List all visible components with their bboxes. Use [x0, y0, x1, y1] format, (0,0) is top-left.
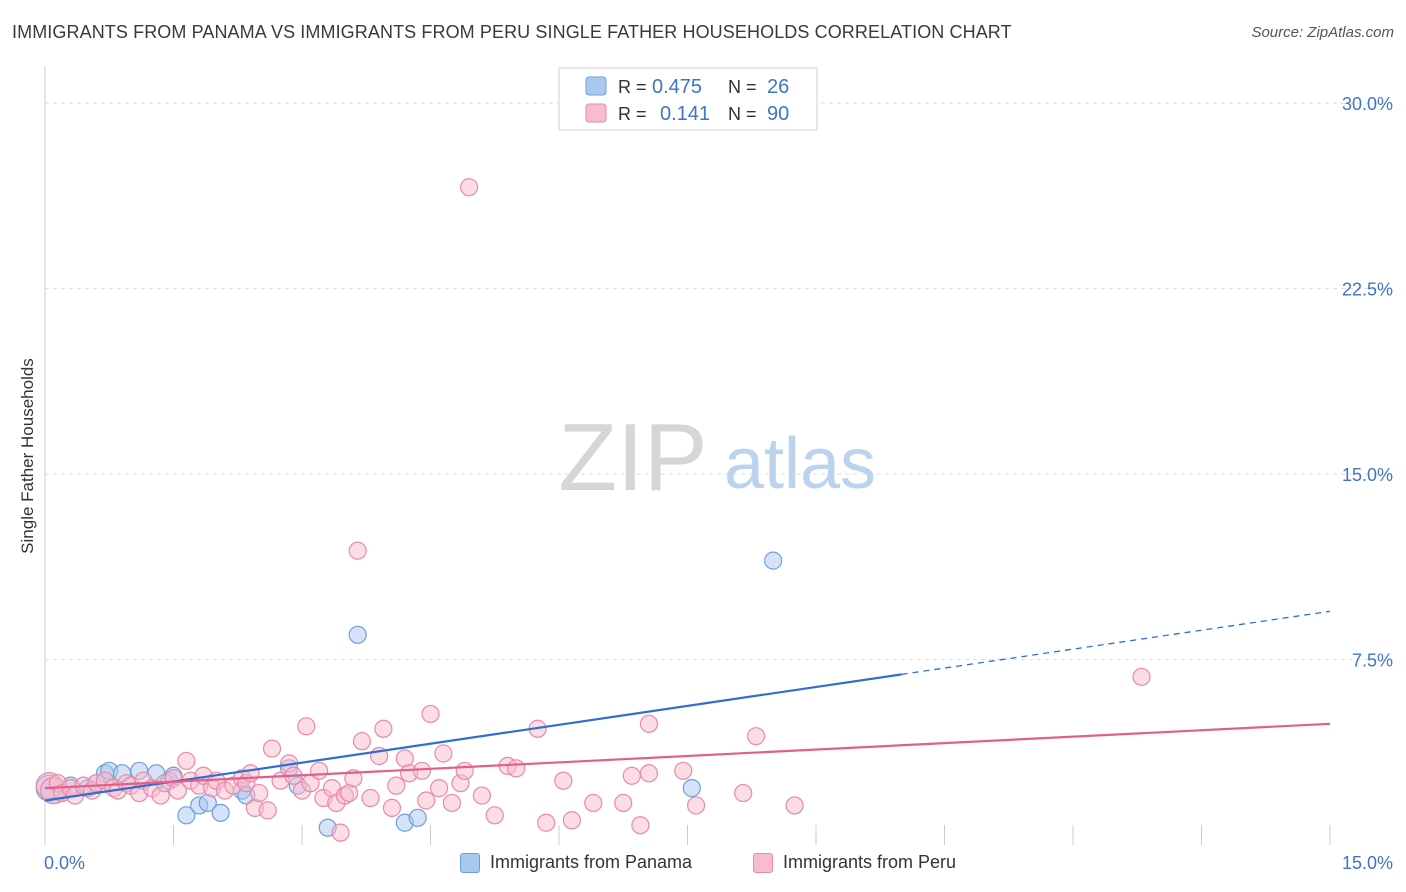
grid-layer [44, 66, 1390, 845]
peru-point [331, 823, 350, 842]
peru-point [361, 788, 380, 808]
panama-point [177, 806, 196, 825]
peru-point [348, 541, 367, 560]
peru-point [485, 806, 504, 825]
peru-point [1132, 667, 1151, 686]
correlation-legend: R = 0.475 N = 26 R = 0.141 N = 90 [558, 67, 818, 131]
peru-point [631, 816, 650, 835]
panama-point [682, 779, 701, 798]
legend-r-value-panama: 0.475 [652, 76, 702, 98]
peru-point [674, 761, 693, 780]
peru-point [310, 761, 329, 780]
peru-point [250, 783, 269, 803]
legend-n-label-peru: N = [728, 104, 757, 124]
peru-point [584, 793, 603, 813]
y-tick-label: 22.5% [1342, 280, 1393, 300]
peru-point [412, 761, 432, 780]
peru-point [639, 714, 659, 733]
x-tick-label: 15.0% [1342, 853, 1393, 873]
peru-point [382, 798, 402, 818]
peru-point [421, 704, 440, 724]
legend-item-panama[interactable]: Immigrants from Panama [460, 852, 692, 873]
panama-point [211, 803, 230, 822]
panama-trend-extension [901, 610, 1331, 676]
peru-point [622, 766, 641, 785]
legend-swatch-panama [585, 76, 607, 96]
legend-swatch-peru [585, 103, 607, 123]
peru-point [387, 776, 406, 795]
peru-point [686, 796, 706, 815]
y-tick-label: 30.0% [1342, 94, 1393, 114]
peru-point [459, 178, 479, 197]
peru-point [434, 744, 453, 763]
points-layer [35, 178, 1151, 842]
legend-r-label-panama: R = [618, 77, 647, 97]
peru-point [507, 759, 526, 778]
peru-point [746, 727, 766, 746]
peru-point [472, 786, 491, 805]
y-tick-label: 7.5% [1352, 651, 1393, 671]
peru-point [352, 732, 372, 751]
peru-point [417, 791, 436, 810]
watermark: ZIP atlas [558, 404, 876, 511]
legend-n-value-peru: 90 [767, 103, 789, 125]
legend-label-panama: Immigrants from Panama [490, 852, 693, 872]
panama-trend-line [44, 673, 902, 802]
peru-trend-line [44, 722, 1331, 790]
peru-point [241, 764, 260, 783]
watermark-zip: ZIP [558, 404, 707, 511]
peru-point [297, 717, 316, 736]
watermark-atlas: atlas [724, 424, 876, 504]
peru-point [785, 796, 804, 815]
y-tick-label: 15.0% [1342, 465, 1393, 485]
source-credit: Source: ZipAtlas.com [1251, 24, 1394, 41]
peru-point [734, 783, 753, 803]
tick-layer: 7.5% 15.0% 22.5% 30.0% 0.0% 15.0% [44, 94, 1393, 873]
legend-r-label-peru: R = [618, 104, 647, 124]
peru-point [554, 771, 573, 790]
panama-point [764, 551, 783, 570]
peru-point [374, 719, 393, 738]
peru-point [614, 793, 633, 813]
legend-r-value-peru: 0.141 [660, 103, 710, 125]
legend-swatch-peru-bottom [753, 852, 773, 873]
peru-point [537, 813, 556, 832]
legend-item-peru[interactable]: Immigrants from Peru [753, 852, 956, 873]
peru-point [177, 751, 196, 771]
panama-point [408, 808, 427, 827]
peru-point [562, 811, 581, 830]
peru-point [258, 801, 277, 820]
peru-point [639, 764, 659, 783]
panama-point [348, 625, 367, 644]
legend-swatch-panama-bottom [460, 852, 480, 873]
chart-title: IMMIGRANTS FROM PANAMA VS IMMIGRANTS FRO… [12, 22, 1012, 42]
x-tick-label: 0.0% [44, 853, 85, 873]
peru-point [429, 779, 449, 798]
legend-n-value-panama: 26 [767, 76, 789, 98]
trend-layer [44, 610, 1331, 802]
peru-point [262, 739, 282, 758]
legend-label-peru: Immigrants from Peru [783, 852, 957, 872]
legend-n-label-panama: N = [728, 77, 757, 97]
peru-point [455, 761, 474, 780]
peru-point [442, 793, 462, 813]
series-legend: Immigrants from Panama Immigrants from P… [0, 852, 1406, 878]
